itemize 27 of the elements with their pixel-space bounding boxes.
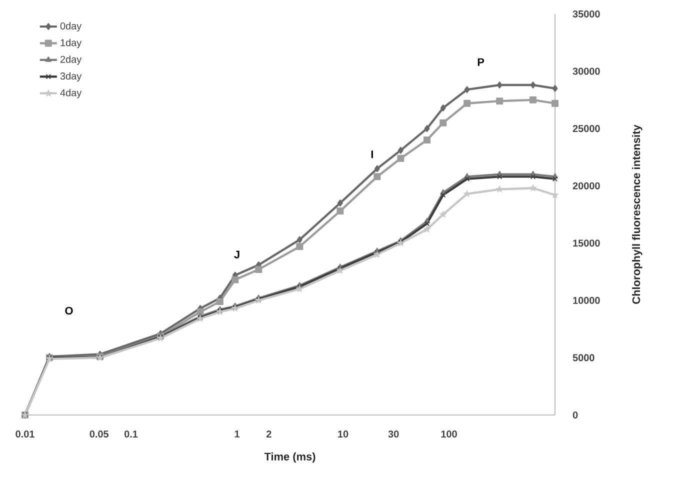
legend-label: 0day <box>60 22 82 32</box>
x-tick-label: 0.05 <box>90 430 109 438</box>
x-tick-label: 30 <box>388 430 399 438</box>
legend-label: 3day <box>60 72 82 82</box>
y-tick-label: 35000 <box>572 10 600 18</box>
y-tick-label: 0 <box>572 411 578 419</box>
y-tick-label: 15000 <box>573 240 600 247</box>
x-tick-label: 100 <box>441 430 457 438</box>
annotation: P <box>478 58 484 66</box>
annotation: J <box>234 250 240 258</box>
x-tick-label: 1 <box>234 430 240 438</box>
annotation: O <box>65 306 73 315</box>
legend-label: 1day <box>60 38 82 48</box>
x-axis-title: Time (ms) <box>264 452 316 463</box>
y-tick-label: 10000 <box>573 296 600 304</box>
y-tick-label: 5000 <box>572 354 594 362</box>
legend-label: 2day <box>60 56 82 65</box>
x-tick-label: 0.1 <box>124 430 138 438</box>
y-axis-title: Chlorophyll fluorescence intensity <box>632 124 642 304</box>
legend-label: 4day <box>60 88 82 98</box>
y-tick-label: 30000 <box>572 68 600 75</box>
x-tick-label: 10 <box>338 430 348 438</box>
x-tick-label: 2 <box>266 430 272 438</box>
y-tick-label: 25000 <box>572 125 600 132</box>
x-tick-label: 0.01 <box>16 430 34 438</box>
y-tick-label: 20000 <box>572 182 600 190</box>
annotation: I <box>371 150 373 158</box>
